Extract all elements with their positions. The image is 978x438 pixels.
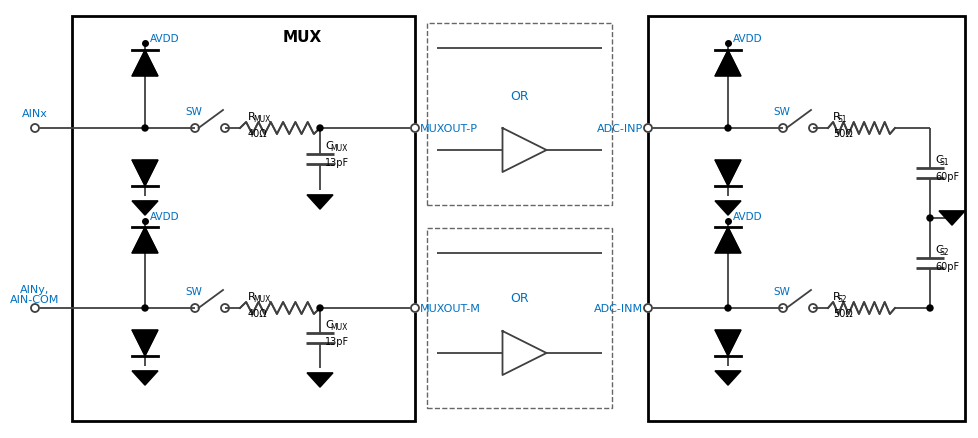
Polygon shape [714,371,740,385]
Text: 13pF: 13pF [325,158,349,168]
Text: SW: SW [185,107,201,117]
Bar [647,17,964,421]
Text: MUX: MUX [330,144,347,153]
Text: S2: S2 [939,247,949,256]
Text: R: R [832,291,840,301]
Bar [426,24,611,205]
Polygon shape [132,51,157,77]
Polygon shape [132,161,157,187]
Circle shape [725,305,731,311]
Circle shape [31,125,39,133]
Text: 50Ω: 50Ω [832,129,852,139]
Circle shape [644,304,651,312]
Text: MUXOUT-P: MUXOUT-P [420,124,477,134]
Text: C: C [934,244,942,254]
Text: 40Ω: 40Ω [247,308,267,318]
Text: R: R [247,112,255,122]
Text: MUX: MUX [282,29,321,44]
Text: AINx: AINx [22,109,48,119]
Polygon shape [714,161,740,187]
Circle shape [926,305,932,311]
Text: MUXOUT-M: MUXOUT-M [420,303,480,313]
Bar [72,17,415,421]
Text: 13pF: 13pF [325,336,349,346]
Text: OR: OR [510,89,528,102]
Text: C: C [934,155,942,165]
Text: SW: SW [185,286,201,297]
Text: S1: S1 [837,115,846,124]
Circle shape [926,215,932,222]
Text: SW: SW [773,107,789,117]
Circle shape [317,305,323,311]
Text: ADC-INM: ADC-INM [594,303,643,313]
Text: C: C [325,319,333,329]
Text: 40Ω: 40Ω [247,129,267,139]
Circle shape [411,304,419,312]
Text: 60pF: 60pF [934,261,958,272]
Text: SW: SW [773,286,789,297]
Polygon shape [714,201,740,215]
Polygon shape [132,330,157,356]
Text: ADC-INP: ADC-INP [597,124,643,134]
Text: MUX: MUX [252,115,270,124]
Text: AVDD: AVDD [150,212,179,222]
Text: AVDD: AVDD [733,34,762,44]
Polygon shape [714,227,740,254]
Text: S2: S2 [837,294,846,303]
Text: R: R [247,291,255,301]
Text: MUX: MUX [252,294,270,303]
Polygon shape [132,201,157,215]
Text: AINy,: AINy, [21,284,50,294]
Circle shape [644,125,651,133]
Polygon shape [714,330,740,356]
Text: AVDD: AVDD [733,212,762,222]
Text: 50Ω: 50Ω [832,308,852,318]
Circle shape [725,126,731,132]
Polygon shape [132,371,157,385]
Text: R: R [832,112,840,122]
Polygon shape [307,195,333,210]
Bar [426,229,611,408]
Text: 60pF: 60pF [934,172,958,182]
Text: MUX: MUX [330,322,347,331]
Text: C: C [325,141,333,151]
Text: AIN-COM: AIN-COM [11,294,60,304]
Circle shape [411,125,419,133]
Polygon shape [938,212,964,226]
Circle shape [142,126,148,132]
Circle shape [31,304,39,312]
Text: AVDD: AVDD [150,34,179,44]
Polygon shape [307,373,333,387]
Polygon shape [714,51,740,77]
Circle shape [317,126,323,132]
Polygon shape [132,227,157,254]
Text: S1: S1 [939,158,949,166]
Circle shape [142,305,148,311]
Text: OR: OR [510,292,528,305]
